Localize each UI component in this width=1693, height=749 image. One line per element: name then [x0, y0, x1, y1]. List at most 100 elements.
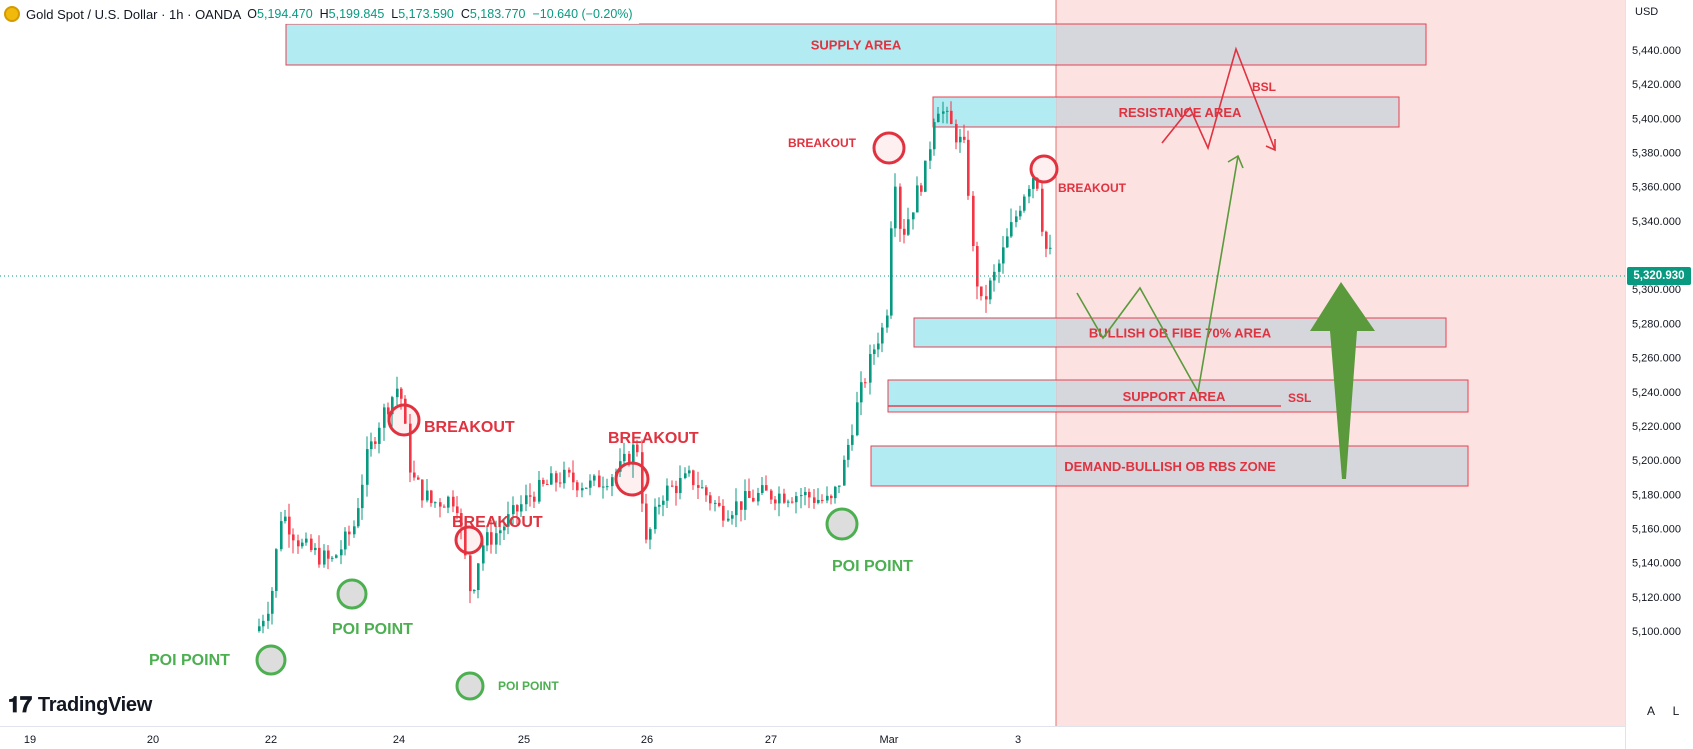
candle-body [314, 547, 317, 551]
currency-label[interactable]: USD [1635, 6, 1659, 18]
poi-label: POI POINT [149, 652, 230, 669]
price-tick: 5,240.000 [1632, 387, 1681, 399]
price-tick: 5,340.000 [1632, 216, 1681, 228]
poi-circle [455, 671, 485, 701]
candle-body [795, 496, 798, 503]
logo-text: TradingView [37, 694, 153, 716]
candle-body [838, 485, 841, 487]
candle-body [701, 487, 704, 489]
candle-body [288, 516, 291, 535]
candle-body [499, 530, 502, 534]
zone-label: DEMAND-BULLISH OB RBS ZONE [1064, 459, 1276, 474]
breakout-circle [872, 131, 906, 165]
poi-label: POI POINT [832, 558, 913, 575]
candle-body [937, 113, 940, 123]
candle-body [765, 485, 768, 491]
symbol-header: Gold Spot / U.S. Dollar · 1h · OANDA O5,… [4, 4, 639, 24]
candle-body [791, 501, 794, 503]
candle-body [924, 160, 927, 192]
candle-body [443, 506, 446, 508]
candle-body [632, 444, 635, 465]
candle-body [374, 441, 377, 444]
candle-body [280, 521, 283, 550]
candle-body [830, 495, 833, 499]
candle-body [864, 382, 867, 384]
candle-body [589, 480, 592, 488]
price-tick: 5,160.000 [1632, 523, 1681, 535]
bullish-ob-zone: BULLISH OB FIBE 70% AREA [913, 317, 1447, 348]
candle-body [404, 398, 407, 424]
symbol-title[interactable]: Gold Spot / U.S. Dollar · 1h · OANDA [26, 6, 242, 22]
zone-fill-left [888, 380, 1056, 412]
candle-body [808, 491, 811, 498]
change-value: −10.640 (−0.20%) [532, 7, 633, 21]
candle-body [297, 540, 300, 547]
auto-scale-button[interactable]: A [1646, 704, 1655, 718]
breakout-circle [454, 525, 484, 555]
candle-body [503, 526, 506, 531]
candle-body [731, 515, 734, 519]
candle-body [967, 139, 970, 196]
candle-body [559, 482, 562, 484]
candle-body [980, 286, 983, 297]
time-tick: 27 [765, 734, 777, 746]
candle-body [778, 493, 781, 504]
candle-body [452, 496, 455, 507]
zone-label: SUPPLY AREA [811, 38, 902, 53]
time-tick: 20 [147, 734, 159, 746]
candle-body [292, 534, 295, 541]
candle-body [985, 296, 988, 300]
breakout-circle [614, 461, 650, 497]
price-tick: 5,220.000 [1632, 421, 1681, 433]
candle-body [752, 497, 755, 502]
candle-body [722, 505, 725, 521]
big-up-arrow [1310, 282, 1375, 479]
candle-body [533, 496, 536, 502]
candle-body [641, 452, 644, 504]
candle-body [262, 620, 265, 627]
candle-body [817, 499, 820, 503]
candle-body [507, 514, 510, 527]
price-tick: 5,400.000 [1632, 113, 1681, 125]
candle-body [697, 485, 700, 488]
price-chart[interactable]: SUPPLY AREA RESISTANCE AREA BULLISH OB FIB… [0, 0, 1625, 726]
candle-body [585, 487, 588, 489]
price-tick: 5,120.000 [1632, 592, 1681, 604]
price-tick: 5,420.000 [1632, 79, 1681, 91]
candle-body [998, 263, 1001, 272]
candle-body [323, 550, 326, 565]
candle-body [933, 122, 936, 150]
log-scale-button[interactable]: L [1672, 704, 1680, 718]
support-zone: SUPPORT AREA [887, 379, 1469, 413]
time-axis[interactable]: 19 20 22 24 25 26 27 Mar 3 [0, 726, 1625, 749]
price-axis[interactable]: 5,440.000 5,420.000 5,400.000 5,380.000 5,36… [1625, 0, 1693, 749]
open-value: 5,194.470 [257, 7, 313, 21]
projection-red-path [1161, 46, 1276, 151]
candle-body [538, 479, 541, 502]
candle-body [942, 111, 945, 114]
candle-body [353, 526, 356, 535]
candle-body [735, 501, 738, 516]
time-tick: 25 [518, 734, 530, 746]
breakout-label: BREAKOUT [452, 514, 543, 531]
candle-body [679, 478, 682, 494]
candle-body [1045, 231, 1048, 249]
candle-body [486, 532, 489, 546]
candle-body [727, 518, 730, 521]
low-value: 5,173.590 [398, 7, 454, 21]
candle-body [684, 473, 687, 479]
candle-body [572, 472, 575, 483]
candle-body [688, 470, 691, 474]
price-tick: 5,300.000 [1632, 284, 1681, 296]
zone-label: SUPPORT AREA [1123, 389, 1226, 404]
candle-body [581, 488, 584, 491]
supply-zone: SUPPLY AREA [285, 23, 1427, 66]
candle-body [666, 485, 669, 501]
tradingview-logo[interactable]: 𝟏𝟕 TradingView [8, 693, 152, 718]
ohlc-readout: O5,194.470 H5,199.845 L5,173.590 C5,183.… [247, 7, 632, 21]
candle-body [1002, 247, 1005, 264]
candle-body [598, 475, 601, 488]
breakout-label: BREAKOUT [424, 419, 515, 436]
high-label: H [319, 7, 329, 21]
